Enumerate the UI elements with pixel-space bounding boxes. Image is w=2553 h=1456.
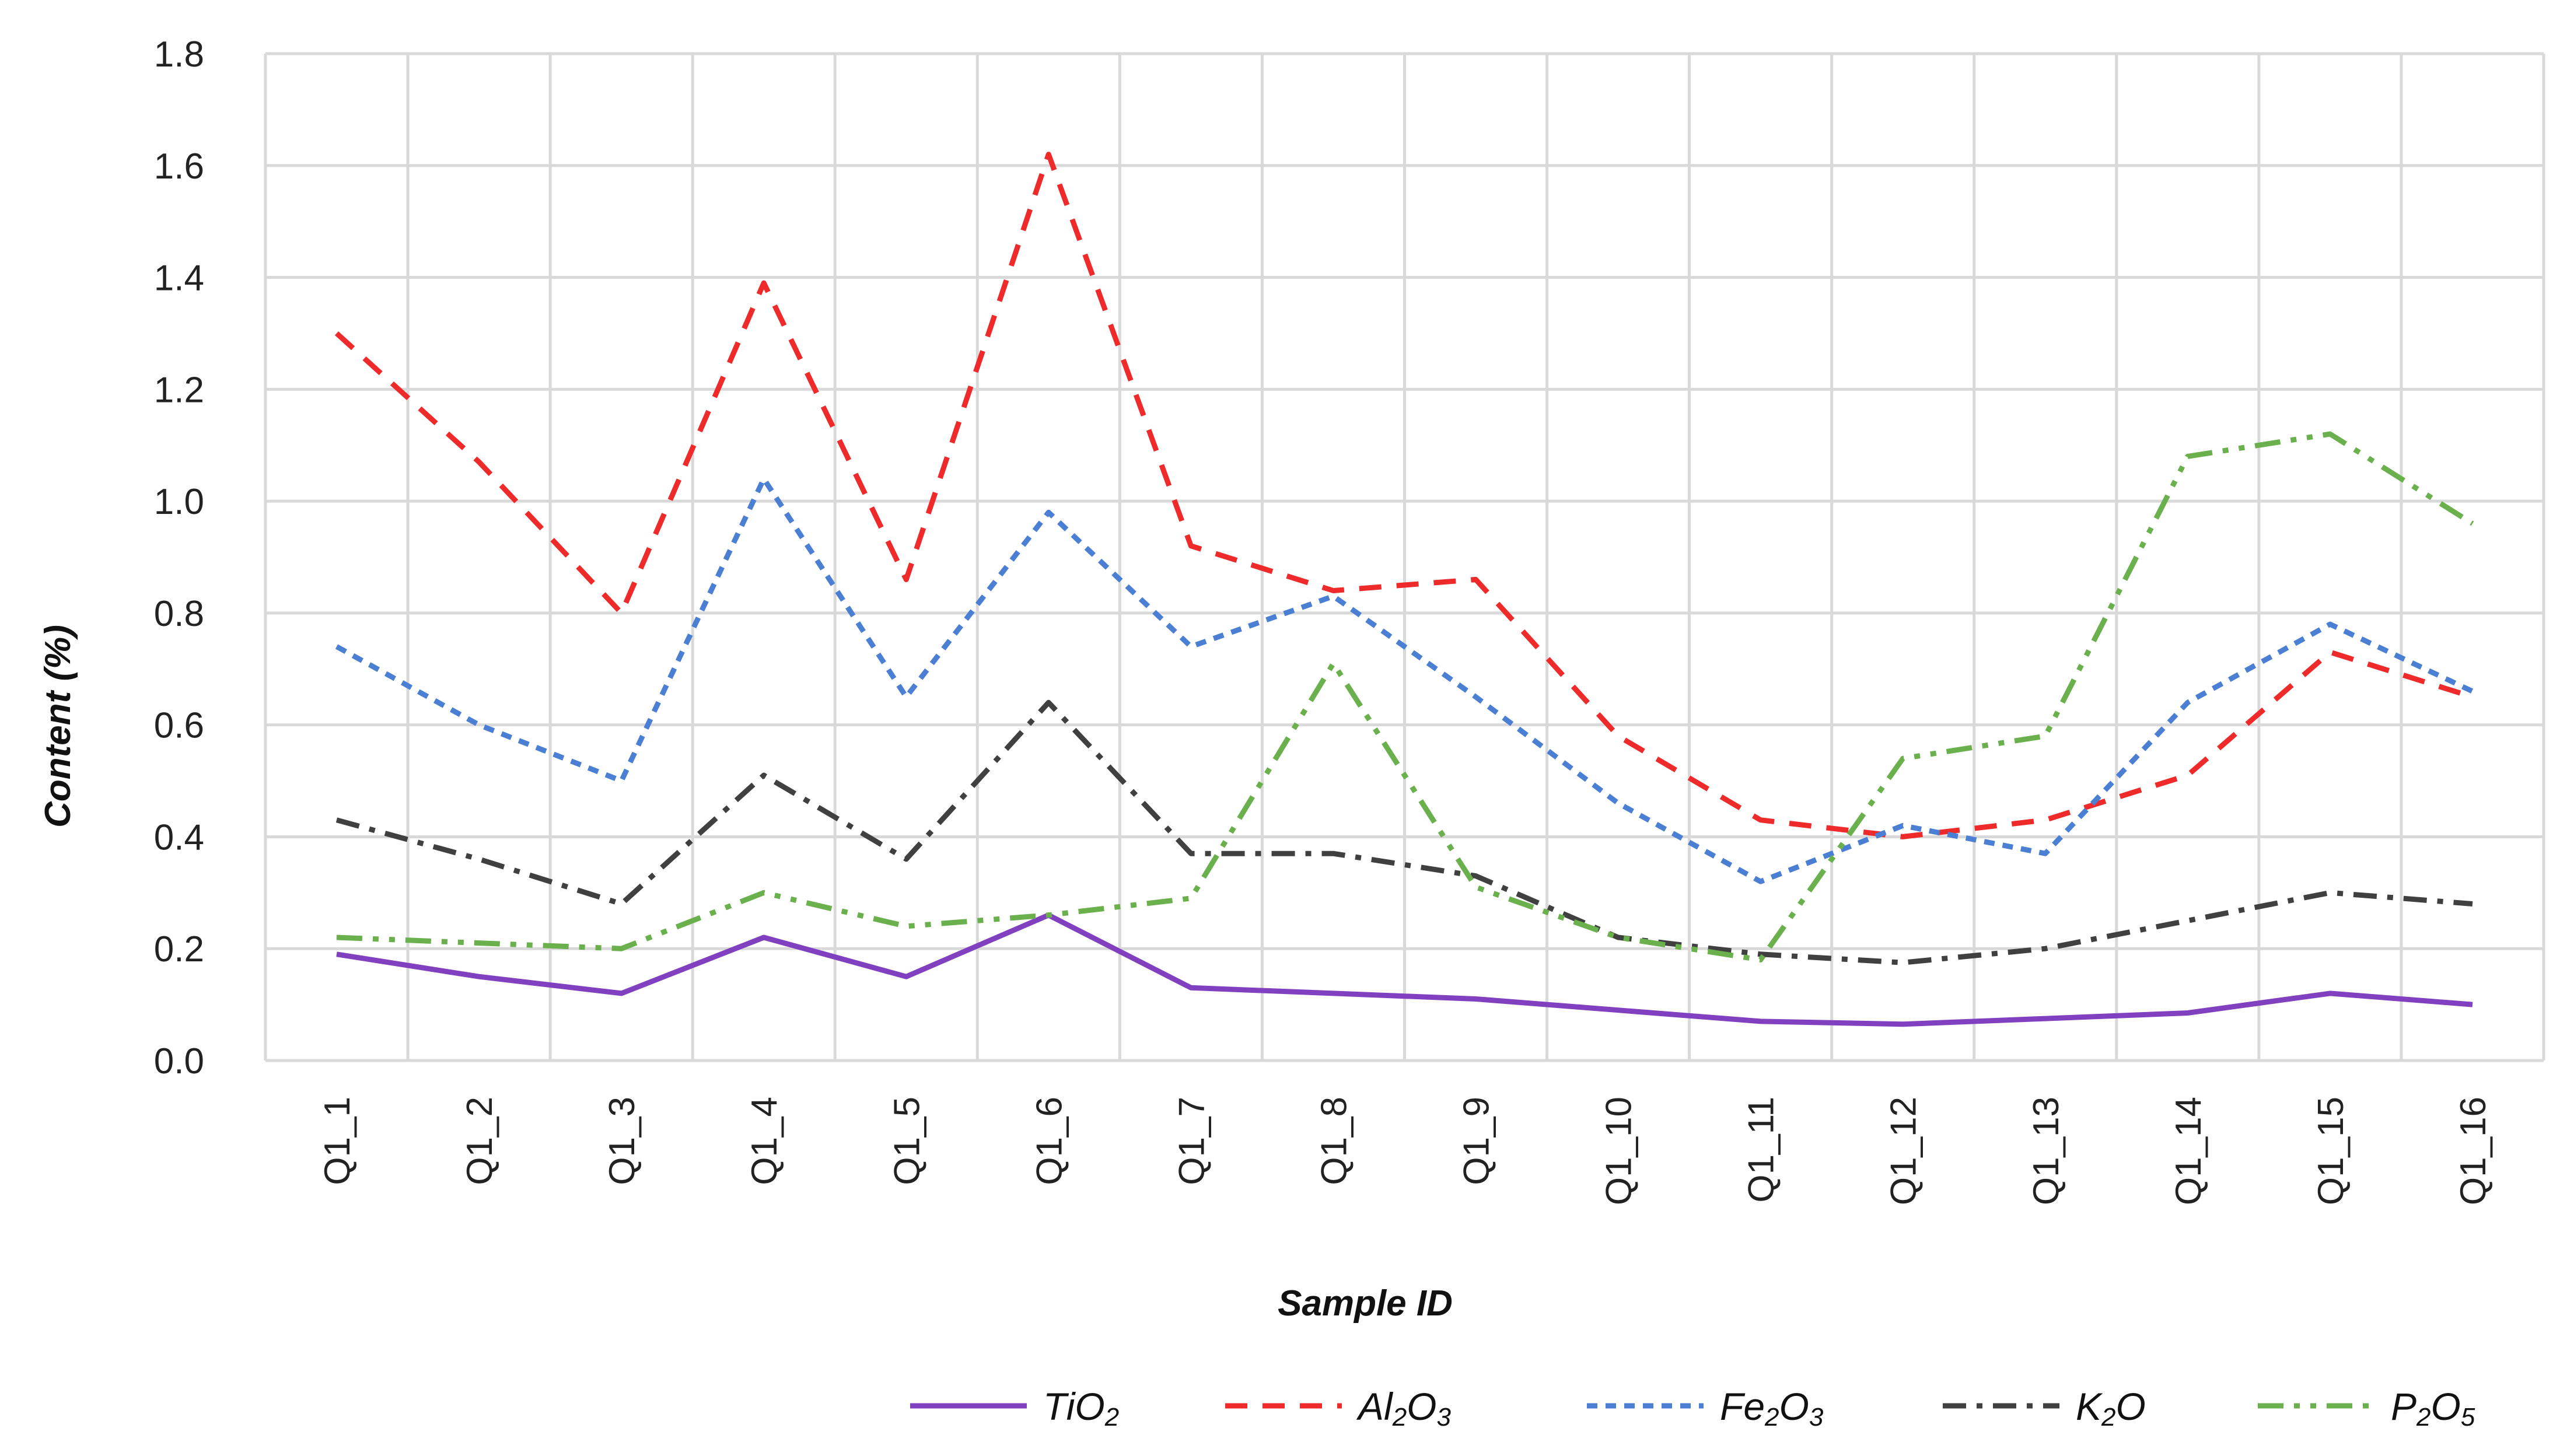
y-tick-label: 0.8 xyxy=(154,594,204,634)
y-tick-label: 1.0 xyxy=(154,482,204,522)
legend-label-k2o: K2O xyxy=(2076,1385,2146,1432)
y-tick-label: 1.4 xyxy=(154,258,204,299)
x-tick-label: Q1_13 xyxy=(2026,1097,2066,1205)
series-line-p2o5 xyxy=(336,431,2474,963)
x-tick-label: Q1_16 xyxy=(2453,1097,2493,1205)
x-tick-label: Q1_3 xyxy=(602,1097,642,1185)
x-tick-label: Q1_2 xyxy=(460,1097,500,1185)
legend-label-p2o5: P2O5 xyxy=(2391,1385,2475,1432)
x-tick-label: Q1_9 xyxy=(1457,1097,1497,1185)
x-tick-label: Q1_15 xyxy=(2311,1097,2351,1205)
x-tick-label: Q1_10 xyxy=(1599,1097,1639,1205)
legend-label-fe2o3: Fe2O3 xyxy=(1720,1385,1824,1432)
series-line-tio2 xyxy=(336,912,2473,1027)
x-tick-label: Q1_7 xyxy=(1171,1097,1212,1185)
x-tick-label: Q1_14 xyxy=(2169,1097,2209,1205)
series-layer xyxy=(334,152,2474,1027)
tick-layer: 0.0 0.2 0.4 0.6 0.8 1.0 1.2 1.4 1.6 1.8 Q1_1 Q1_2 Q1… xyxy=(154,34,2493,1205)
x-tick-label: Q1_1 xyxy=(317,1097,358,1185)
y-tick-label: 1.6 xyxy=(154,146,204,187)
x-tick-label: Q1_6 xyxy=(1029,1097,1069,1185)
x-tick-label: Q1_5 xyxy=(887,1097,927,1185)
x-tick-label: Q1_4 xyxy=(744,1097,785,1185)
series-line-k2o xyxy=(335,699,2473,965)
series-line-fe2o3 xyxy=(335,476,2474,884)
y-tick-label: 0.6 xyxy=(154,706,204,746)
y-tick-label: 0.2 xyxy=(154,929,204,970)
y-axis-title: Content (%) xyxy=(38,625,78,828)
y-tick-label: 0.0 xyxy=(154,1041,204,1082)
y-tick-label: 1.8 xyxy=(154,34,204,75)
y-tick-label: 1.2 xyxy=(154,370,204,410)
x-tick-label: Q1_11 xyxy=(1741,1097,1782,1203)
legend-label-tio2: TiO2 xyxy=(1043,1385,1119,1432)
x-tick-label: Q1_8 xyxy=(1314,1097,1354,1185)
y-tick-label: 0.4 xyxy=(154,817,204,858)
grid-layer xyxy=(264,52,2545,1062)
legend: TiO2 Al2O3 Fe2O3 K2O P2O5 xyxy=(910,1385,2475,1432)
x-axis-title: Sample ID xyxy=(1278,1283,1453,1324)
x-tick-label: Q1_12 xyxy=(1884,1097,1924,1205)
legend-label-al2o3: Al2O3 xyxy=(1356,1385,1452,1432)
series-line-al2o3 xyxy=(334,152,2474,839)
